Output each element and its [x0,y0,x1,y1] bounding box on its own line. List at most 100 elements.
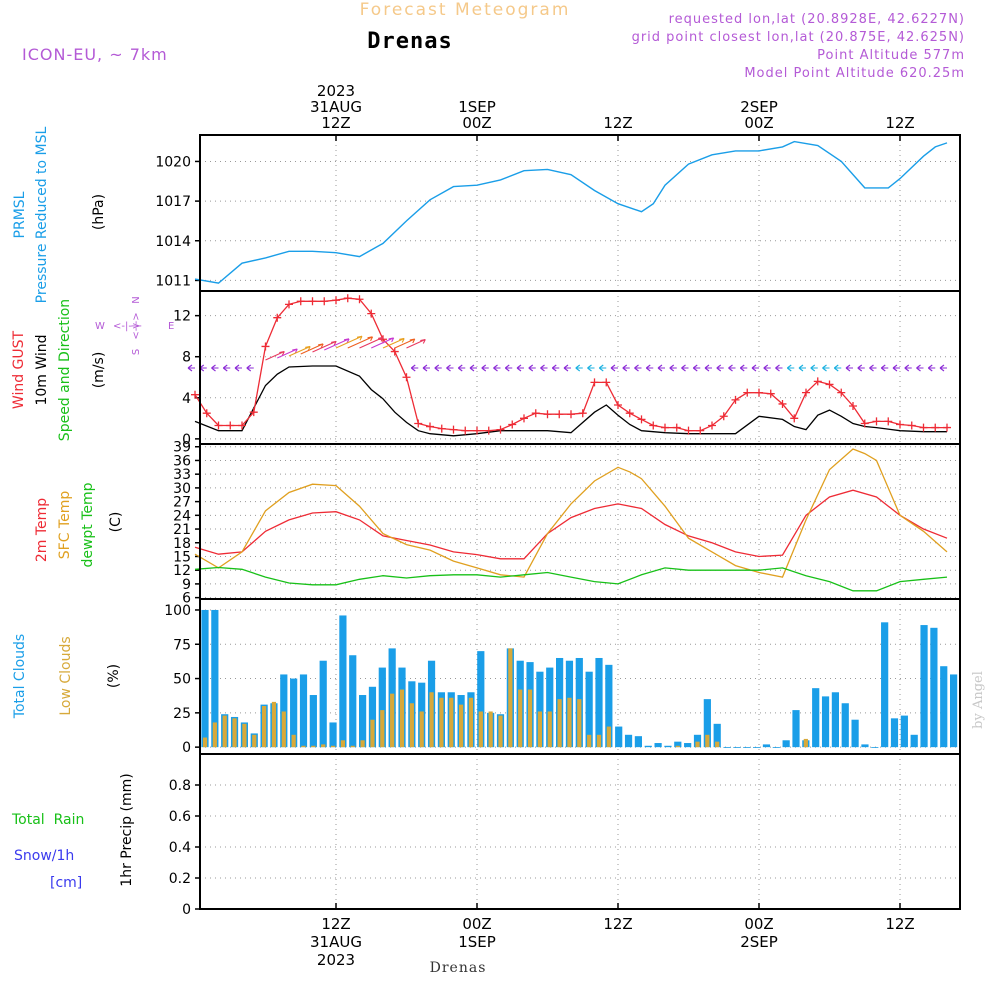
wind-direction-arrow [704,364,712,372]
low-cloud-bar [429,692,434,748]
total-cloud-bar [329,722,337,748]
cloud-labels: Total Clouds Low Clouds (%) [12,634,122,719]
low-cloud-bar [488,711,493,748]
low-cloud-bar [567,697,572,748]
wind-unit: (m/s) [91,352,107,389]
low-cloud-bar [577,699,582,748]
total-cloud-bar [871,747,879,748]
gust-marker [226,421,235,430]
panel-1 [335,291,901,444]
total-cloud-bar [585,671,593,748]
total-cloud-bar [930,627,938,748]
y-tick-label: 21 [173,522,191,538]
pressure-labels: PRMSL Pressure Reduced to MSL (hPa) [12,126,107,303]
wind-direction-arrow [786,364,795,372]
total-cloud-bar [319,660,327,748]
wind-direction-arrow [563,364,571,372]
y-tick-label: 27 [173,495,191,511]
compass-e: E [168,321,174,332]
y-tick-label: 25 [173,706,191,722]
gust-marker [755,388,763,397]
y-tick-label: 36 [173,453,191,469]
wind-direction-arrow [457,364,466,372]
bottom-time-label: 00Z [744,915,773,933]
gust-marker [461,426,470,435]
compass-arrows-v: <-|-> [131,312,142,339]
wind-direction-arrow [927,364,936,372]
gust-marker [390,347,399,356]
wind-direction-arrow [359,336,384,349]
wind-direction-arrow [857,364,865,372]
y-tick-label: 1011 [155,273,191,289]
gust-marker [590,378,599,387]
wind-direction-arrow [598,364,607,372]
low-cloud-bar [222,715,227,748]
total-cloud-bar [211,609,219,748]
wind-direction-arrow [634,364,642,372]
panel-0 [335,135,901,291]
wind-direction-arrow [833,364,842,372]
gust-marker [837,388,846,397]
temp-unit: (C) [108,512,124,533]
total-cloud-bar [477,651,485,748]
top-time-label: 12Z [603,114,632,132]
gust-marker [719,412,728,421]
panel-4 [335,754,901,909]
total-cloud-bar [615,726,623,748]
wind-direction-arrow [312,340,337,353]
y-tick-label: 33 [173,467,191,483]
gust-marker [484,426,493,435]
y-tick-label: 1014 [155,234,191,250]
low-cloud-bar [262,705,267,748]
wind-direction-arrow [751,364,759,372]
y-tick-label: 12 [173,309,191,325]
total-cloud-bar [772,747,780,748]
total-cloud-bar [280,674,288,748]
snow-unit-label: [cm] [50,875,82,891]
gust-marker [285,300,293,309]
total-cloud-bar [693,734,702,748]
y-tick-label: 1017 [155,194,191,210]
wind-direction-arrow [528,364,536,372]
total-cloud-bar [940,666,948,748]
low-cloud-bar [212,722,217,748]
gust-marker [473,426,481,435]
y-tick-label: 8 [182,350,191,366]
low-cloud-bar [242,723,247,748]
snow-label: Snow/1h [14,848,74,864]
total-cloud-bar [743,747,751,748]
wind-direction-arrow [265,351,285,361]
wind-direction-arrow [410,364,419,372]
temp-2m-label: 2m Temp [34,498,50,562]
total-cloud-bar [812,688,820,748]
bottom-time-label: 2SEP [740,933,778,951]
wind-direction-arrow [657,364,665,372]
y-tick-label: 24 [173,508,191,524]
gust-marker [743,388,752,397]
panel-border [199,134,961,292]
gust-marker [790,414,799,423]
low-cloud-bar [695,741,700,748]
wind-direction-arrow [246,364,254,372]
wind-direction-arrow [587,364,595,372]
low-cloud-bar [399,689,405,748]
gust-marker [261,342,270,351]
wind-direction-arrow [300,343,324,355]
gust-marker [308,297,317,306]
low-cloud-bar [330,745,336,748]
wind-direction-arrow [382,337,405,349]
gust-marker [931,423,940,432]
total-cloud-bar [309,695,317,748]
wind-direction-arrow [335,335,363,349]
top-time-label: 00Z [462,114,491,132]
wind-compass: N <-|-> S W <-|-> E [95,296,174,355]
gust-marker [202,409,211,418]
low-cloud-bar [705,734,710,748]
wind-direction-arrow [187,364,195,372]
temp-dew-label: dewpt Temp [80,482,96,567]
total-clouds-label: Total Clouds [12,634,28,719]
gust-marker [943,423,951,432]
low-cloud-bar [311,745,316,748]
wind-direction-arrow [763,364,771,372]
